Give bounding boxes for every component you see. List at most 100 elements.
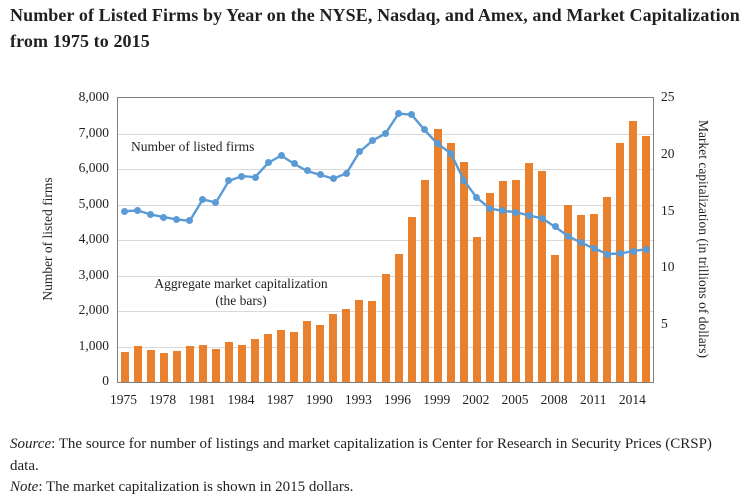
- bar-2008: [551, 254, 560, 382]
- listed-firms-line: [123, 112, 648, 256]
- line-marker-1988: [290, 160, 298, 168]
- left-axis-tick: 1,000: [78, 337, 109, 353]
- left-axis-tick: 6,000: [78, 160, 109, 175]
- line-marker-2003: [486, 204, 494, 212]
- line-marker-1979: [173, 215, 181, 223]
- line-marker-1995: [382, 130, 389, 137]
- bar-2012: [603, 196, 612, 382]
- bar-2013: [616, 143, 625, 382]
- left-axis-title: Number of listed firms: [40, 177, 55, 301]
- right-axis-tick: 20: [661, 145, 675, 161]
- bar-1996: [394, 253, 403, 382]
- bar-1995: [381, 274, 390, 382]
- note-note: Note: The market capitalization is shown…: [10, 479, 354, 495]
- figure-title: Number of Listed Firms by Year on the NY…: [10, 5, 740, 52]
- right-axis-tick: 25: [661, 89, 675, 104]
- line-marker-1976: [134, 207, 142, 215]
- line-marker-2000: [447, 149, 455, 157]
- x-axis-tick: 2005: [501, 392, 529, 407]
- line-marker-1982: [212, 199, 220, 207]
- bar-2015: [642, 135, 651, 382]
- bar-2001: [459, 161, 468, 382]
- x-axis-tick: 1996: [384, 392, 412, 407]
- bar-2007: [538, 170, 547, 382]
- line-marker-2011: [590, 245, 598, 253]
- bar-2003: [485, 193, 494, 382]
- x-axis-tick: 1978: [149, 392, 177, 407]
- line-marker-1986: [264, 159, 272, 167]
- bar-series-label-line1: Aggregate market capitalization: [154, 276, 328, 291]
- line-marker-2010: [577, 239, 585, 247]
- bar-1988: [290, 332, 299, 382]
- line-marker-1975: [121, 207, 129, 215]
- left-axis-tick: 3,000: [78, 266, 109, 282]
- bar-1985: [251, 339, 259, 382]
- bar-1983: [224, 341, 233, 382]
- line-marker-2008: [551, 223, 559, 231]
- line-marker-1990: [316, 171, 324, 179]
- line-marker-2007: [538, 214, 546, 222]
- x-axis-tick: 1990: [305, 392, 333, 407]
- bar-1978: [159, 353, 168, 382]
- left-axis-tick: 8,000: [78, 89, 109, 104]
- bar-1986: [264, 334, 273, 382]
- bar-1980: [185, 346, 194, 382]
- line-marker-2006: [525, 212, 533, 219]
- bar-2009: [564, 204, 573, 382]
- line-marker-1994: [368, 137, 376, 145]
- line-marker-1985: [251, 173, 259, 181]
- x-axis-tick: 1999: [423, 392, 451, 407]
- left-axis-tick: 5,000: [78, 195, 109, 211]
- x-axis-tick: 2011: [580, 392, 607, 407]
- bar-2000: [446, 143, 455, 382]
- gridline: [118, 240, 653, 241]
- gridline: [118, 169, 653, 170]
- line-marker-2005: [512, 208, 520, 216]
- bar-2004: [498, 180, 507, 382]
- line-marker-1998: [421, 126, 429, 134]
- line-series-label: Number of listed firms: [131, 139, 255, 154]
- line-marker-1992: [342, 169, 350, 177]
- line-marker-1977: [147, 210, 155, 218]
- left-axis-tick: 0: [102, 373, 109, 388]
- bar-2010: [577, 215, 586, 382]
- x-axis-tick: 1981: [188, 392, 216, 407]
- source-note: Source: The source for number of listing…: [10, 436, 712, 474]
- left-axis-tick: 4,000: [78, 231, 109, 246]
- line-marker-1993: [355, 148, 363, 156]
- right-axis-tick: 5: [661, 316, 668, 332]
- line-marker-1981: [199, 195, 207, 203]
- x-axis-tick: 1987: [266, 392, 294, 407]
- bar-1981: [198, 344, 207, 382]
- line-marker-2014: [629, 247, 637, 255]
- bar-2006: [525, 162, 534, 382]
- bar-1989: [303, 320, 312, 382]
- bar-1991: [329, 313, 338, 382]
- line-marker-2013: [616, 249, 624, 257]
- x-axis-tick: 2014: [618, 392, 646, 407]
- line-marker-1987: [277, 152, 285, 159]
- bar-1977: [146, 349, 155, 382]
- bar-1999: [433, 128, 442, 382]
- bar-1975: [120, 352, 129, 382]
- left-axis-tick: 2,000: [78, 302, 109, 317]
- x-axis-tick: 1993: [344, 392, 372, 407]
- line-marker-1980: [186, 217, 194, 225]
- line-marker-2004: [499, 207, 507, 215]
- gridline: [118, 204, 653, 206]
- right-axis-tick: 10: [661, 259, 675, 275]
- x-axis-tick: 1984: [227, 392, 255, 407]
- line-marker-2015: [642, 245, 650, 253]
- bar-series-label: Aggregate market capitalization (the bar…: [131, 275, 351, 309]
- bar-series-label-line2: (the bars): [215, 293, 267, 308]
- bar-1994: [368, 301, 377, 382]
- bar-1997: [407, 217, 416, 382]
- line-marker-1991: [329, 175, 337, 183]
- line-marker-1999: [434, 140, 442, 148]
- x-axis-tick: 2002: [462, 392, 490, 407]
- line-marker-2009: [564, 232, 572, 240]
- line-marker-2001: [460, 176, 468, 184]
- right-axis-tick: 15: [661, 202, 675, 218]
- line-marker-1997: [408, 111, 416, 119]
